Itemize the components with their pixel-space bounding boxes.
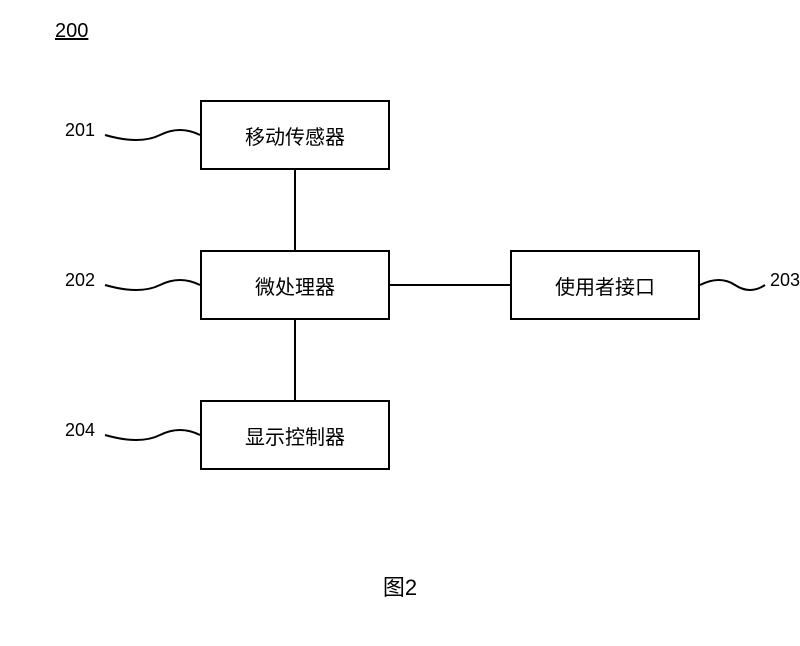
box-sensor-label: 移动传感器 [245,121,345,150]
connector-processor-display [294,320,296,400]
ref-label-201: 201 [65,120,95,141]
box-display-label: 显示控制器 [245,421,345,450]
figure-number: 200 [55,20,88,43]
box-processor: 微处理器 [200,250,390,320]
connector-sensor-processor [294,170,296,250]
ref-label-203: 203 [770,270,800,291]
box-userif-label: 使用者接口 [555,271,655,300]
ref-lines [0,0,800,646]
connector-processor-userif [390,284,510,286]
ref-label-204: 204 [65,420,95,441]
box-sensor: 移动传感器 [200,100,390,170]
box-userif: 使用者接口 [510,250,700,320]
box-processor-label: 微处理器 [255,271,335,300]
ref-label-202: 202 [65,270,95,291]
box-display: 显示控制器 [200,400,390,470]
figure-caption: 图2 [383,570,417,602]
